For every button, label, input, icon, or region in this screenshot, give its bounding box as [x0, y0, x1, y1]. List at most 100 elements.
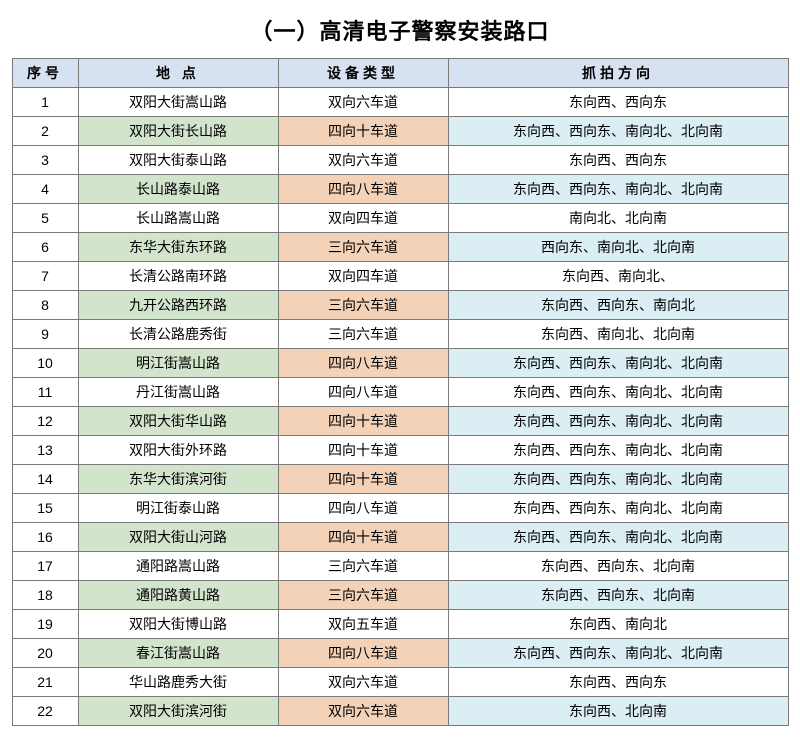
cell-dir: 东向西、南向北、 — [448, 262, 788, 291]
table-header-row: 序号 地 点 设备类型 抓拍方向 — [12, 59, 788, 88]
cell-seq: 18 — [12, 581, 78, 610]
col-header-type: 设备类型 — [278, 59, 448, 88]
table-row: 16双阳大街山河路四向十车道东向西、西向东、南向北、北向南 — [12, 523, 788, 552]
cell-seq: 19 — [12, 610, 78, 639]
cell-dir: 东向西、西向东、南向北、北向南 — [448, 436, 788, 465]
cell-loc: 双阳大街博山路 — [78, 610, 278, 639]
cell-loc: 双阳大街华山路 — [78, 407, 278, 436]
cell-seq: 6 — [12, 233, 78, 262]
cell-seq: 5 — [12, 204, 78, 233]
table-row: 3双阳大街泰山路双向六车道东向西、西向东 — [12, 146, 788, 175]
cell-dir: 东向西、西向东、南向北、北向南 — [448, 523, 788, 552]
cell-seq: 21 — [12, 668, 78, 697]
cell-dir: 东向西、南向北、北向南 — [448, 320, 788, 349]
cell-type: 四向八车道 — [278, 175, 448, 204]
cell-seq: 14 — [12, 465, 78, 494]
cell-dir: 东向西、西向东、南向北、北向南 — [448, 175, 788, 204]
cell-seq: 10 — [12, 349, 78, 378]
cell-loc: 长清公路南环路 — [78, 262, 278, 291]
table-row: 18通阳路黄山路三向六车道东向西、西向东、北向南 — [12, 581, 788, 610]
cell-type: 双向五车道 — [278, 610, 448, 639]
col-header-dir: 抓拍方向 — [448, 59, 788, 88]
cell-dir: 西向东、南向北、北向南 — [448, 233, 788, 262]
cell-type: 三向六车道 — [278, 581, 448, 610]
table-row: 2双阳大街长山路四向十车道东向西、西向东、南向北、北向南 — [12, 117, 788, 146]
cell-dir: 东向西、西向东、南向北、北向南 — [448, 465, 788, 494]
cell-seq: 11 — [12, 378, 78, 407]
cell-loc: 双阳大街山河路 — [78, 523, 278, 552]
cell-type: 双向六车道 — [278, 668, 448, 697]
cell-loc: 通阳路黄山路 — [78, 581, 278, 610]
cell-type: 四向十车道 — [278, 407, 448, 436]
cell-seq: 9 — [12, 320, 78, 349]
cell-type: 四向十车道 — [278, 436, 448, 465]
cell-type: 四向八车道 — [278, 378, 448, 407]
cell-type: 四向八车道 — [278, 494, 448, 523]
cell-type: 四向八车道 — [278, 349, 448, 378]
cell-seq: 13 — [12, 436, 78, 465]
cell-loc: 通阳路嵩山路 — [78, 552, 278, 581]
cell-dir: 南向北、北向南 — [448, 204, 788, 233]
cell-type: 双向四车道 — [278, 204, 448, 233]
table-row: 17通阳路嵩山路三向六车道东向西、西向东、北向南 — [12, 552, 788, 581]
table-row: 6东华大街东环路三向六车道西向东、南向北、北向南 — [12, 233, 788, 262]
cell-seq: 2 — [12, 117, 78, 146]
table-row: 4长山路泰山路四向八车道东向西、西向东、南向北、北向南 — [12, 175, 788, 204]
col-header-loc: 地 点 — [78, 59, 278, 88]
cell-dir: 东向西、西向东、南向北、北向南 — [448, 117, 788, 146]
cell-loc: 长山路嵩山路 — [78, 204, 278, 233]
table-row: 20春江街嵩山路四向八车道东向西、西向东、南向北、北向南 — [12, 639, 788, 668]
table-row: 1双阳大街嵩山路双向六车道东向西、西向东 — [12, 88, 788, 117]
table-row: 14东华大街滨河街四向十车道东向西、西向东、南向北、北向南 — [12, 465, 788, 494]
table-row: 13双阳大街外环路四向十车道东向西、西向东、南向北、北向南 — [12, 436, 788, 465]
cell-dir: 东向西、西向东、南向北、北向南 — [448, 494, 788, 523]
cell-dir: 东向西、西向东 — [448, 668, 788, 697]
table-row: 5长山路嵩山路双向四车道南向北、北向南 — [12, 204, 788, 233]
cell-seq: 1 — [12, 88, 78, 117]
cell-dir: 东向西、南向北 — [448, 610, 788, 639]
page-title: （一）高清电子警察安装路口 — [0, 0, 800, 58]
table-row: 7长清公路南环路双向四车道东向西、南向北、 — [12, 262, 788, 291]
cell-seq: 12 — [12, 407, 78, 436]
cell-type: 四向八车道 — [278, 639, 448, 668]
cell-loc: 华山路鹿秀大街 — [78, 668, 278, 697]
cell-loc: 双阳大街泰山路 — [78, 146, 278, 175]
intersection-table: 序号 地 点 设备类型 抓拍方向 1双阳大街嵩山路双向六车道东向西、西向东2双阳… — [12, 58, 789, 726]
cell-seq: 4 — [12, 175, 78, 204]
cell-type: 双向六车道 — [278, 146, 448, 175]
table-row: 22双阳大街滨河街双向六车道东向西、北向南 — [12, 697, 788, 726]
table-row: 21华山路鹿秀大街双向六车道东向西、西向东 — [12, 668, 788, 697]
table-row: 11丹江街嵩山路四向八车道东向西、西向东、南向北、北向南 — [12, 378, 788, 407]
cell-dir: 东向西、西向东、北向南 — [448, 581, 788, 610]
table-row: 8九开公路西环路三向六车道东向西、西向东、南向北 — [12, 291, 788, 320]
cell-seq: 17 — [12, 552, 78, 581]
cell-type: 四向十车道 — [278, 117, 448, 146]
cell-type: 双向六车道 — [278, 88, 448, 117]
cell-loc: 明江街泰山路 — [78, 494, 278, 523]
cell-seq: 7 — [12, 262, 78, 291]
cell-seq: 8 — [12, 291, 78, 320]
cell-dir: 东向西、西向东、南向北 — [448, 291, 788, 320]
cell-seq: 3 — [12, 146, 78, 175]
cell-loc: 九开公路西环路 — [78, 291, 278, 320]
cell-loc: 双阳大街滨河街 — [78, 697, 278, 726]
cell-dir: 东向西、西向东 — [448, 88, 788, 117]
col-header-seq: 序号 — [12, 59, 78, 88]
cell-loc: 东华大街东环路 — [78, 233, 278, 262]
cell-loc: 春江街嵩山路 — [78, 639, 278, 668]
cell-type: 三向六车道 — [278, 233, 448, 262]
cell-dir: 东向西、西向东、北向南 — [448, 552, 788, 581]
cell-loc: 明江街嵩山路 — [78, 349, 278, 378]
cell-type: 三向六车道 — [278, 291, 448, 320]
cell-dir: 东向西、北向南 — [448, 697, 788, 726]
cell-seq: 15 — [12, 494, 78, 523]
table-row: 19双阳大街博山路双向五车道东向西、南向北 — [12, 610, 788, 639]
cell-dir: 东向西、西向东 — [448, 146, 788, 175]
cell-loc: 丹江街嵩山路 — [78, 378, 278, 407]
cell-dir: 东向西、西向东、南向北、北向南 — [448, 349, 788, 378]
cell-type: 四向十车道 — [278, 523, 448, 552]
cell-loc: 双阳大街外环路 — [78, 436, 278, 465]
cell-dir: 东向西、西向东、南向北、北向南 — [448, 407, 788, 436]
cell-loc: 东华大街滨河街 — [78, 465, 278, 494]
cell-loc: 长清公路鹿秀街 — [78, 320, 278, 349]
